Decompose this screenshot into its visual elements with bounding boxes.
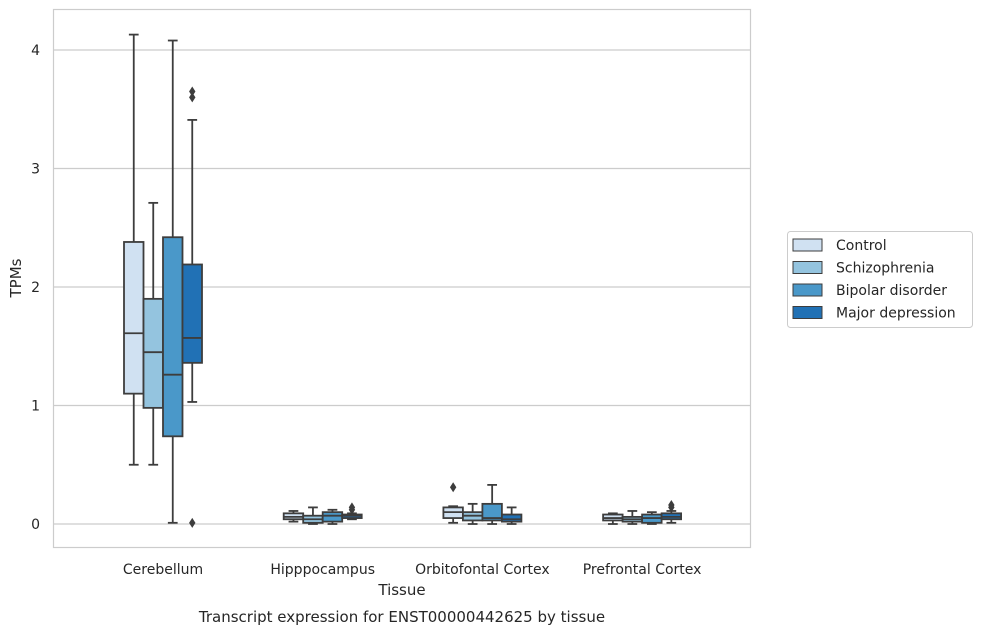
y-tick-label: 2 (31, 280, 40, 296)
outlier-point (668, 500, 675, 511)
box-iqr (123, 241, 145, 395)
legend: Control Schizophrenia Bipolar disorder Majo… (787, 231, 973, 328)
outlier-point (449, 482, 457, 493)
box-major-depression (341, 502, 363, 521)
y-axis-label: TPMs (7, 258, 25, 298)
legend-label: Major depression (836, 306, 956, 322)
box-series (123, 33, 682, 528)
y-tick-label: 4 (31, 43, 40, 59)
x-tick-label: Hipppocampus (270, 562, 375, 578)
box-schizophrenia (621, 510, 643, 525)
x-tick-label: Orbitofontal Cortex (415, 562, 550, 578)
legend-label: Bipolar disorder (836, 283, 947, 299)
box-control (282, 510, 305, 523)
box-iqr (162, 236, 184, 438)
box-major-depression (660, 500, 682, 524)
legend-swatch (792, 306, 823, 319)
figure-caption: Transcript expression for ENST0000044262… (198, 608, 605, 626)
y-tick-labels: 0 1 2 3 4 (31, 43, 40, 533)
x-tick-label: Cerebellum (123, 562, 203, 578)
box-iqr (142, 297, 164, 409)
box-iqr (321, 511, 344, 523)
box-bipolar-disorder (481, 483, 503, 525)
legend-swatch (792, 261, 823, 274)
box-bipolar-disorder (641, 511, 663, 525)
y-tick-label: 0 (31, 517, 40, 533)
legend-label: Schizophrenia (836, 261, 934, 277)
outlier-point (348, 502, 356, 513)
box-major-depression (500, 506, 523, 525)
outlier-point (189, 517, 196, 528)
outlier-point (189, 86, 196, 97)
legend-swatch (792, 238, 823, 252)
x-tick-labels: Cerebellum Hipppocampus Orbitofontal Corte… (123, 562, 702, 578)
y-tick-label: 3 (31, 162, 40, 178)
legend-label: Control (836, 238, 887, 254)
legend-entries: Control Schizophrenia Bipolar disorder Majo… (792, 238, 956, 322)
x-tick-label: Prefrontal Cortex (583, 562, 702, 578)
legend-swatch (792, 283, 823, 297)
box-iqr (500, 513, 523, 523)
legend-frame (787, 231, 973, 328)
y-tick-label: 1 (31, 399, 40, 415)
outlier-point (189, 92, 196, 103)
box-iqr (481, 502, 503, 522)
plot-area (52, 8, 752, 549)
box-bipolar-disorder (321, 508, 344, 525)
box-major-depression (181, 86, 203, 528)
x-axis-label: Tissue (377, 581, 425, 599)
box-iqr (181, 263, 203, 364)
